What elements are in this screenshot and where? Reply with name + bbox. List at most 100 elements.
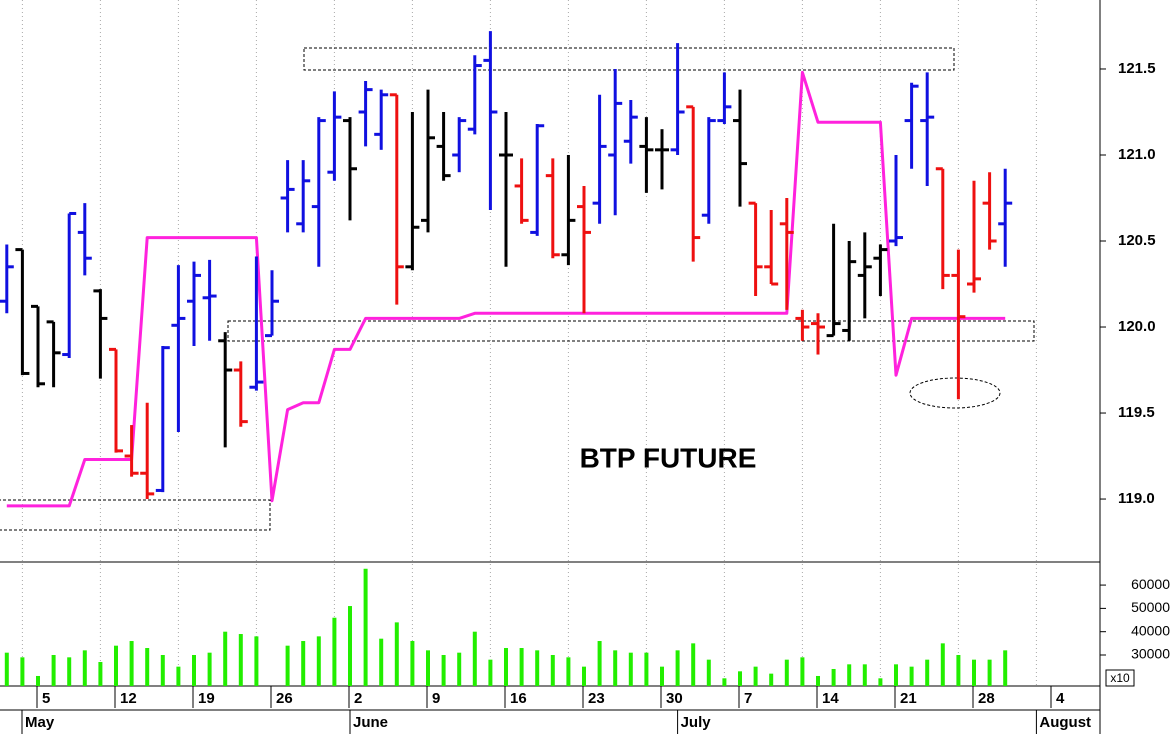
x-tick-label: 16 [510,690,527,707]
grid-layer [21,0,1037,686]
x-tick-label: 30 [666,690,683,707]
volume-bar [972,659,976,686]
volume-bar [987,659,992,686]
volume-bar [722,678,727,686]
volume-bar [379,638,384,686]
volume-bar [472,631,477,686]
volume-bar [301,641,306,686]
volume-bar [691,643,696,686]
volume-bar [98,661,103,686]
volume-bar [238,634,243,686]
volume-bar [613,650,618,686]
volume-bar [160,655,165,686]
volume-bar [894,664,898,686]
volume-bar [4,652,9,686]
unit-box [1105,669,1135,687]
x-tick-label: 14 [822,690,839,707]
volume-bar [394,622,399,686]
volume-bar [285,645,290,686]
volume-bar [254,636,259,686]
volume-bar [909,666,914,686]
volume-bar [878,678,883,686]
volume-bar [582,666,586,686]
volume-bar [644,652,649,686]
y2-tick-label: 40000 [1131,622,1170,638]
volume-bar [410,641,415,686]
volume-bar [847,664,852,686]
range-box [227,320,1035,342]
volume-bar [316,636,321,686]
y2-tick-label: 30000 [1131,646,1170,662]
volume-bar [457,652,462,686]
range-box [303,47,955,71]
volume-bar [129,641,134,686]
x-tick-label: 4 [1056,690,1065,707]
y-tick-label: 120.0 [1118,318,1156,335]
volume-bar [192,655,196,686]
volume-bar [426,650,430,686]
volume-bar [348,606,352,686]
volume-bar [566,657,571,686]
volume-bar [51,655,56,686]
x-tick-label: 28 [978,690,995,707]
volume-bar [67,657,72,686]
volume-bar [597,641,602,686]
highlight-ellipse [909,377,1001,409]
volume-bar [675,650,680,686]
volume-bar [36,675,40,686]
y-tick-label: 121.5 [1118,60,1156,77]
volume-bar [660,666,664,686]
volume-bar [940,643,945,686]
volume-bar [82,650,87,686]
volume-bar [816,675,820,686]
y-tick-label: 120.5 [1118,232,1156,249]
volume-bar [223,631,228,686]
volume-bar [114,645,118,686]
x-tick-label: 9 [432,690,440,707]
x-tick-label: 26 [276,690,293,707]
volume-bar [925,659,930,686]
x-tick-label: 12 [120,690,137,707]
x-tick-label: 23 [588,690,605,707]
y-tick-label: 121.0 [1118,146,1156,163]
volume-bar [504,648,508,686]
volume-bar [628,652,633,686]
month-label: May [25,714,55,731]
volume-bar [519,648,524,686]
month-label: June [353,714,388,731]
range-box [0,499,271,531]
volume-bar [145,648,150,686]
volume-bar [738,671,742,686]
chart-title: BTP FUTURE [580,442,757,473]
volume-bar [784,659,789,686]
volume-bar [207,652,212,686]
x-tick-label: 2 [354,690,362,707]
volume-bar [956,655,961,686]
y2-tick-label: 60000 [1131,576,1170,592]
x-tick-label: 19 [198,690,215,707]
volume-bar [176,666,181,686]
volume-bar [831,668,836,686]
volume-bar [550,655,555,686]
y2-tick-label: 50000 [1131,599,1170,615]
volume-bar [800,657,805,686]
indicator-line [6,70,1006,508]
volume-bar [441,655,446,686]
x-tick-label: 5 [42,690,50,707]
volume-bar [753,666,758,686]
volume-bar [862,664,867,686]
x-tick-label: 21 [900,690,917,707]
y-tick-label: 119.5 [1118,404,1155,421]
volume-bar [769,673,774,686]
volume-bar [488,659,493,686]
x-tick-label: 7 [744,690,752,707]
y-tick-label: 119.0 [1118,490,1155,507]
month-label: July [681,714,712,731]
volume-bar [332,617,337,686]
unit-label: x10 [1110,671,1130,685]
month-label: August [1039,714,1091,731]
volume-bar [1003,650,1008,686]
volume-bar [20,657,25,686]
